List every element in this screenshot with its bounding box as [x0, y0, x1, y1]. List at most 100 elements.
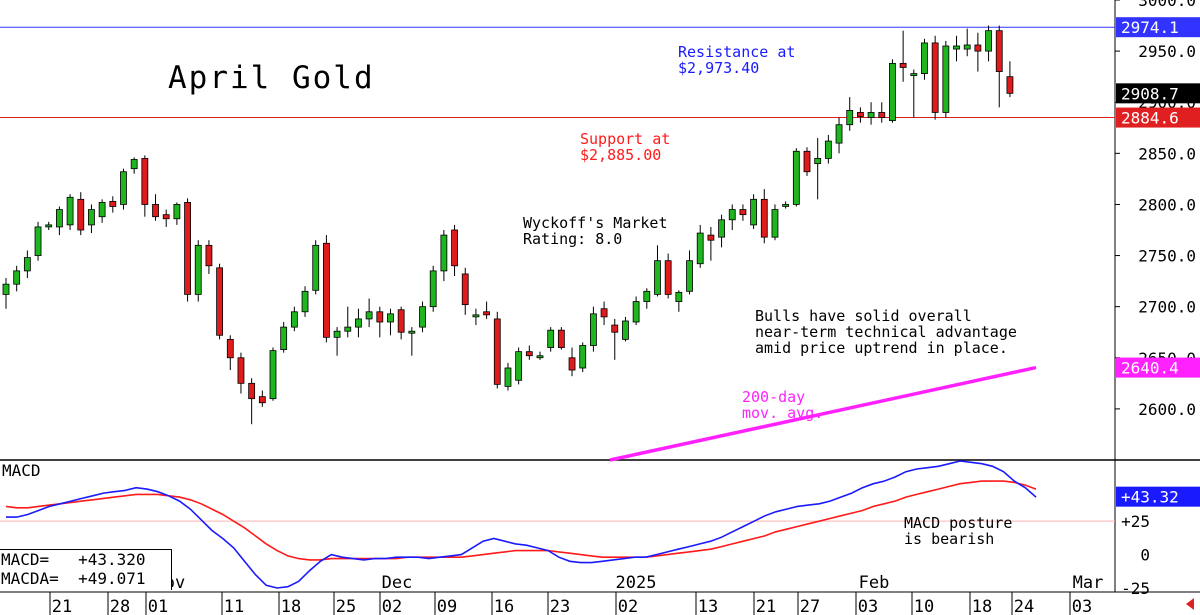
candle-body: [194, 244, 202, 295]
price-tick-label: 3000.0: [1138, 0, 1196, 10]
candle-body: [483, 311, 491, 316]
candle-body: [792, 150, 800, 205]
date-label: 28: [110, 597, 130, 615]
date-label: 02: [382, 597, 402, 615]
candle-body: [696, 232, 704, 265]
candle-body: [376, 311, 384, 323]
candle-body: [397, 309, 405, 333]
candle-body: [963, 44, 971, 50]
date-label: 01: [148, 597, 168, 615]
candle-body: [130, 159, 138, 170]
bulls-note-line1: Bulls have solid overall: [755, 307, 972, 325]
candle-body: [782, 204, 790, 207]
candle-body: [13, 270, 21, 285]
month-label: Dec: [382, 573, 413, 593]
candle-body: [974, 44, 982, 52]
candle-body: [899, 62, 907, 68]
candle-body: [280, 326, 288, 351]
support-tag-label: 2884.6: [1121, 109, 1179, 128]
candle-body: [269, 350, 277, 400]
date-label: 10: [914, 597, 934, 615]
candle-body: [23, 257, 31, 272]
candle-body: [622, 320, 629, 340]
resistance-note-line1: Resistance at: [678, 43, 796, 61]
candle-body: [557, 329, 565, 348]
support-note-line2: $2,885.00: [580, 146, 662, 164]
wyckoff-note-line2: Rating: 8.0: [523, 230, 623, 248]
chart-title: April Gold: [168, 60, 375, 96]
scroll-left-icon: [1186, 598, 1194, 610]
date-label: 11: [224, 597, 244, 615]
candle-body: [857, 112, 864, 117]
date-label: 09: [437, 597, 457, 615]
candle-body: [814, 158, 822, 164]
macd-posture-line2: is bearish: [904, 530, 995, 548]
candle-body: [365, 311, 373, 320]
candle-body: [889, 62, 896, 122]
candle-body: [953, 45, 960, 50]
candle-body: [675, 291, 683, 302]
candle-body: [611, 324, 619, 333]
candle-body: [451, 229, 458, 267]
date-label: 02: [618, 597, 638, 615]
candle-body: [226, 338, 234, 359]
macd-tick-label: -25: [1121, 579, 1150, 598]
macd-tag-label: +43.32: [1121, 488, 1179, 507]
candle-body: [750, 198, 757, 226]
candle-body: [301, 290, 309, 313]
candle-body: [440, 234, 448, 272]
bulls-note-line2: near-term technical advantage: [755, 323, 1017, 341]
candle-body: [184, 201, 191, 295]
candle-body: [173, 204, 181, 220]
month-label: 2025: [616, 573, 657, 593]
candle-body: [109, 200, 117, 207]
price-tick-label: 2800.0: [1138, 195, 1196, 214]
support-note-line1: Support at: [580, 130, 671, 148]
candle-body: [600, 308, 608, 318]
macda-line: [5, 480, 1037, 561]
candle-body: [985, 30, 992, 52]
candle-body: [258, 396, 266, 404]
candle-body: [141, 158, 149, 205]
candle-body: [632, 301, 640, 323]
candle-body: [878, 112, 886, 118]
date-label: 13: [698, 597, 718, 615]
candle-body: [162, 214, 170, 220]
last-price-tag-bg: [1116, 83, 1200, 104]
macd-readout-value: MACD= +43.320: [1, 550, 146, 569]
candle-body: [355, 318, 362, 328]
date-label: 25: [336, 597, 356, 615]
candle-body: [152, 204, 159, 218]
candle-body: [654, 260, 661, 295]
candle-body: [387, 313, 394, 323]
date-label: 24: [1014, 597, 1034, 615]
price-tick-label: 2850.0: [1138, 144, 1196, 163]
macd-tick-label: +25: [1121, 512, 1150, 531]
candle-body: [846, 110, 854, 126]
date-label: 03: [858, 597, 878, 615]
candle-body: [942, 45, 950, 113]
resistance-tag-label: 2974.1: [1121, 18, 1179, 37]
bulls-note-line3: amid price uptrend in place.: [755, 339, 1008, 357]
resistance-note-line2: $2,973.40: [678, 59, 760, 77]
candle-body: [525, 351, 533, 357]
candle-body: [579, 345, 587, 369]
candle-body: [120, 171, 127, 205]
price-tick-label: 2750.0: [1138, 247, 1196, 266]
ma200-note-line2: mov. avg.: [742, 404, 824, 422]
candle-body: [493, 318, 501, 385]
candle-body: [312, 244, 320, 291]
macd-posture-line1: MACD posture: [904, 514, 1013, 532]
candle-body: [237, 357, 245, 384]
ma200-tag-label: 2640.4: [1121, 359, 1179, 378]
ma200-note-line1: 200-day: [742, 388, 806, 406]
candle-body: [322, 242, 330, 338]
candle-body: [921, 42, 928, 75]
candle-body: [643, 290, 651, 302]
candle-body: [34, 226, 42, 256]
candle-body: [515, 351, 523, 381]
macd-readout-box: MACD= +43.320 MACDA= +49.071: [0, 549, 172, 590]
candle-body: [931, 42, 939, 113]
